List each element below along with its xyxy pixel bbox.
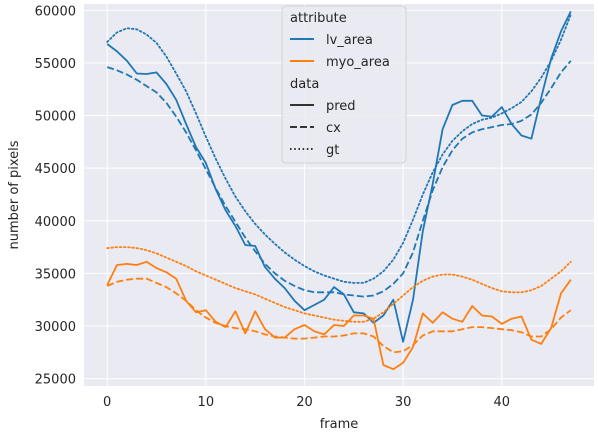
legend-frame bbox=[281, 5, 407, 164]
series-line-myo_area-gt bbox=[106, 246, 572, 323]
x-tick-labels: 0 10 20 30 40 bbox=[103, 395, 510, 410]
x-tick-label: 20 bbox=[296, 395, 313, 410]
legend-section-title: attribute bbox=[290, 11, 347, 26]
y-tick-label: 30000 bbox=[35, 320, 76, 335]
x-tick-label: 30 bbox=[395, 395, 412, 410]
x-axis-label: frame bbox=[320, 417, 359, 432]
y-tick-label: 25000 bbox=[35, 373, 76, 388]
legend-entry-label: myo_area bbox=[326, 55, 390, 70]
series-line-lv_area-cx bbox=[106, 60, 572, 298]
series-lines bbox=[106, 11, 572, 371]
legend-section-title: data bbox=[290, 77, 319, 92]
x-tick-label: 10 bbox=[198, 395, 215, 410]
y-tick-label: 55000 bbox=[35, 57, 76, 72]
series-line-lv_area-pred bbox=[106, 11, 572, 343]
x-tick-label: 0 bbox=[103, 395, 111, 410]
x-tick-label: 40 bbox=[493, 395, 510, 410]
series-line-myo_area-cx bbox=[106, 277, 572, 354]
y-tick-label: 40000 bbox=[35, 215, 76, 230]
series-line-lv_area-gt bbox=[106, 13, 572, 284]
y-axis-label: number of pixels bbox=[7, 140, 22, 249]
y-tick-label: 35000 bbox=[35, 267, 76, 282]
legend-entry-label: cx bbox=[326, 121, 341, 136]
legend-entry-label: gt bbox=[326, 143, 339, 158]
legend-entry-label: pred bbox=[326, 99, 356, 114]
y-tick-label: 45000 bbox=[35, 162, 76, 177]
y-tick-label: 60000 bbox=[35, 4, 76, 19]
legend-entry-label: lv_area bbox=[326, 33, 373, 48]
y-tick-labels: 25000 30000 35000 40000 45000 50000 55000 60000 bbox=[35, 4, 76, 387]
y-tick-label: 50000 bbox=[35, 110, 76, 125]
series-line-myo_area-pred bbox=[106, 260, 572, 371]
